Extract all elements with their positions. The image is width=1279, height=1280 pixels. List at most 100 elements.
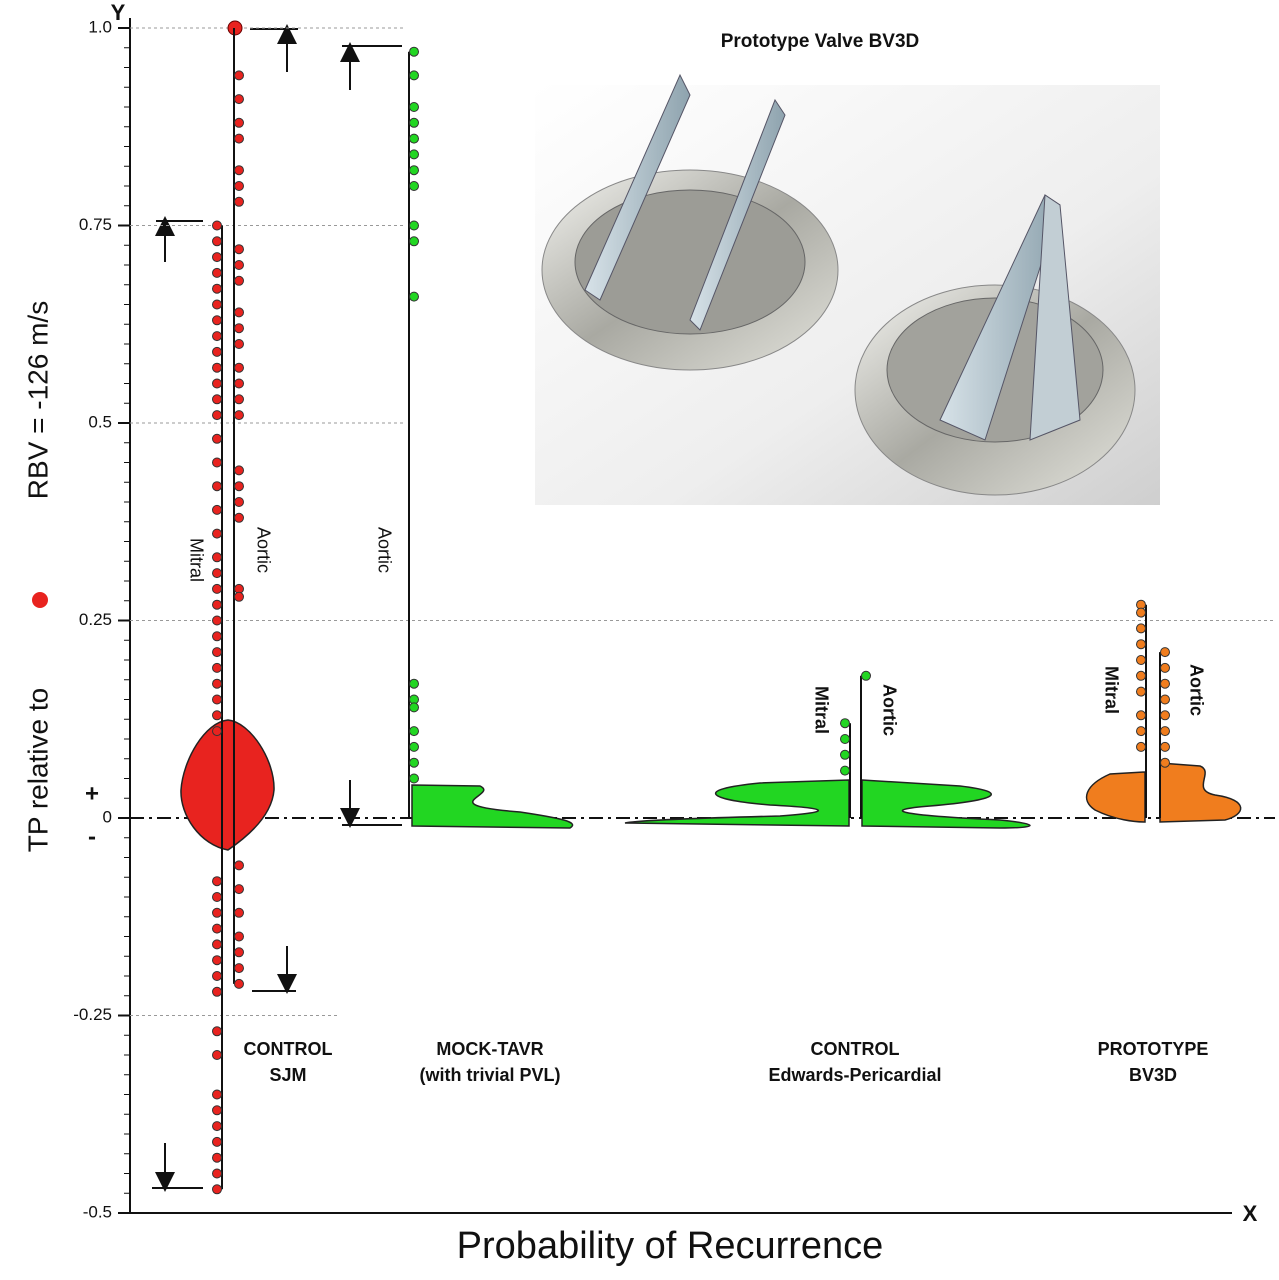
- group-label: (with trivial PVL): [419, 1065, 560, 1085]
- dot: [1136, 607, 1146, 618]
- group-label: Edwards-Pericardial: [768, 1065, 941, 1085]
- dot: [212, 599, 222, 610]
- range-arrows: [152, 24, 402, 1192]
- dot: [234, 70, 244, 81]
- series-label: Mitral: [186, 538, 206, 582]
- dot: [212, 923, 222, 934]
- dot: [1136, 726, 1146, 737]
- dot: [409, 102, 419, 112]
- dot: [212, 907, 222, 918]
- dot: [409, 726, 419, 737]
- group-label: PROTOTYPE: [1098, 1039, 1209, 1059]
- y-axis-label: RBV = -126 m/s: [22, 301, 53, 499]
- dot: [234, 260, 244, 270]
- legend-dot: [32, 592, 48, 608]
- series-label: Aortic: [374, 527, 394, 573]
- series-label: Mitral: [811, 686, 831, 734]
- dot: [212, 1089, 222, 1100]
- violin: [180, 719, 275, 851]
- dot: [1136, 741, 1146, 752]
- dot: [212, 876, 222, 887]
- dot: [212, 528, 222, 539]
- dot: [212, 726, 222, 737]
- dot: [212, 394, 222, 405]
- dot: [409, 133, 419, 144]
- dot: [234, 165, 244, 176]
- dot: [212, 1026, 222, 1037]
- dot: [212, 378, 222, 389]
- dot: [212, 971, 222, 981]
- dot: [212, 939, 222, 950]
- dot: [409, 702, 419, 713]
- dot: [409, 220, 419, 231]
- y-tick-label: 0.75: [79, 215, 112, 234]
- dot: [234, 963, 244, 974]
- y-tick-label: 0.5: [88, 412, 112, 431]
- dot: [409, 70, 419, 81]
- dot: [1160, 647, 1170, 658]
- dot: [212, 1136, 222, 1147]
- dot: [840, 765, 850, 776]
- dot: [212, 457, 222, 468]
- dot: [1160, 678, 1170, 689]
- dot: [1160, 757, 1170, 768]
- dot: [1136, 670, 1146, 681]
- dot: [212, 346, 222, 357]
- dot: [1160, 662, 1170, 673]
- violin: [861, 779, 1031, 829]
- minus-sign: -: [88, 823, 96, 850]
- dot: [212, 615, 222, 626]
- violin: [1159, 762, 1242, 823]
- group-label: MOCK-TAVR: [436, 1039, 543, 1059]
- dot: [212, 1152, 222, 1163]
- dot: [212, 252, 222, 263]
- dot: [409, 678, 419, 689]
- violin: [411, 784, 574, 829]
- dot: [212, 892, 222, 902]
- dot: [234, 307, 244, 318]
- dot: [212, 694, 222, 705]
- y-axis-letter: Y: [111, 0, 126, 25]
- dot: [1136, 710, 1146, 721]
- dot: [212, 1168, 222, 1179]
- x-axis-label: Probability of Recurrence: [457, 1225, 884, 1267]
- group-label: SJM: [269, 1065, 306, 1085]
- dot: [1136, 655, 1146, 665]
- plus-sign: +: [85, 780, 99, 807]
- dot: [234, 181, 244, 191]
- dot: [212, 662, 222, 673]
- dot: [409, 236, 419, 247]
- dot: [234, 907, 244, 918]
- dot: [234, 362, 244, 373]
- y-tick-label: 0: [103, 807, 112, 826]
- series-label: Aortic: [1186, 664, 1206, 716]
- dot: [212, 583, 222, 594]
- dot: [1136, 623, 1146, 634]
- dot: [1160, 726, 1170, 737]
- dot: [234, 244, 244, 255]
- dot: [1136, 639, 1146, 650]
- valve-photo: [535, 73, 1160, 505]
- dot: [409, 165, 419, 176]
- dot: [861, 670, 871, 681]
- dot: [212, 299, 222, 310]
- dot: [212, 678, 222, 689]
- dot: [212, 331, 222, 342]
- dot: [234, 117, 244, 128]
- dot: [212, 267, 222, 278]
- dot: [234, 394, 244, 405]
- dot: [1136, 686, 1146, 697]
- x-axis-letter: X: [1243, 1201, 1258, 1226]
- series-label: Mitral: [1101, 666, 1121, 714]
- dot: [409, 149, 419, 160]
- dot: [212, 1184, 222, 1195]
- dot: [234, 591, 244, 602]
- dot: [409, 757, 419, 768]
- dot: [409, 773, 419, 784]
- dot: [234, 196, 244, 207]
- dot: [212, 552, 222, 563]
- dot: [840, 734, 850, 744]
- dot: [212, 410, 222, 421]
- dot: [212, 504, 222, 515]
